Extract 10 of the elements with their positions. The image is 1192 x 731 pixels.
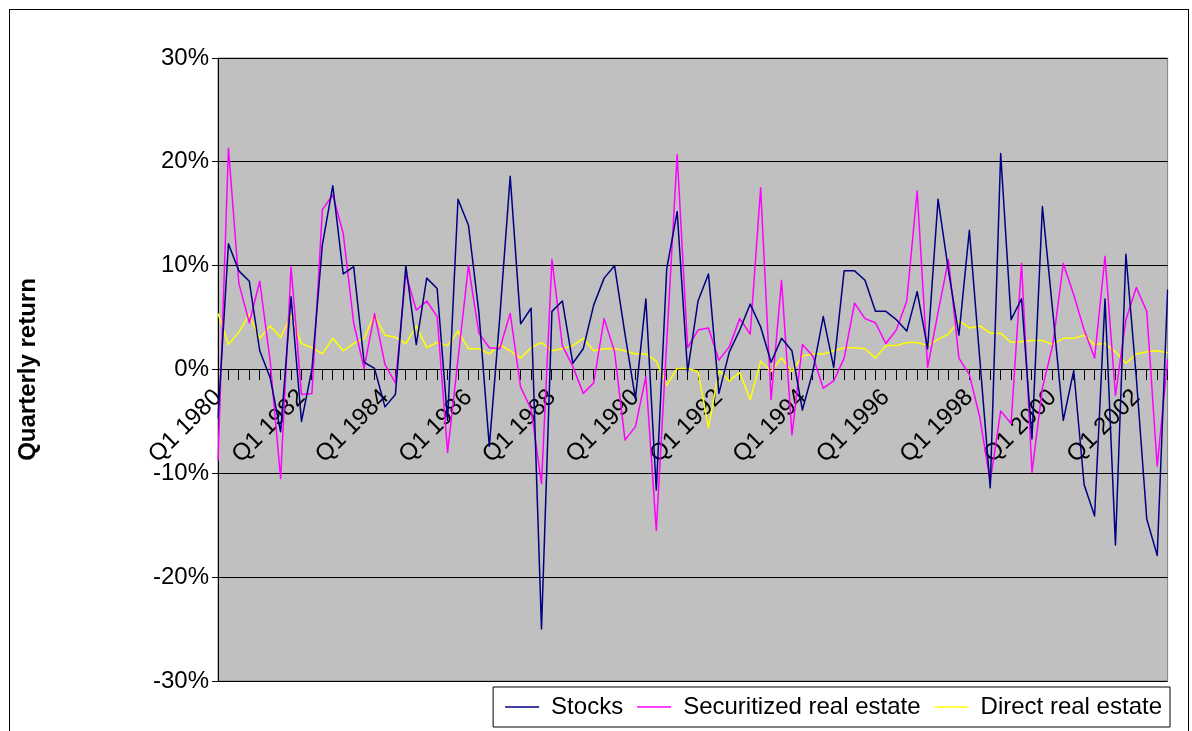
y-axis-title: Quarterly return: [13, 278, 41, 461]
legend-label: Securitized real estate: [683, 691, 921, 719]
legend-label: Stocks: [551, 691, 624, 719]
legend-label: Direct real estate: [980, 691, 1162, 719]
y-tick-label: 30%: [160, 42, 209, 70]
y-tick-label: 20%: [160, 146, 209, 174]
y-tick-label: 0%: [174, 354, 209, 382]
y-tick-label: 10%: [160, 250, 209, 278]
y-tick-label: -30%: [152, 665, 209, 693]
y-tick-label: -20%: [152, 561, 209, 589]
